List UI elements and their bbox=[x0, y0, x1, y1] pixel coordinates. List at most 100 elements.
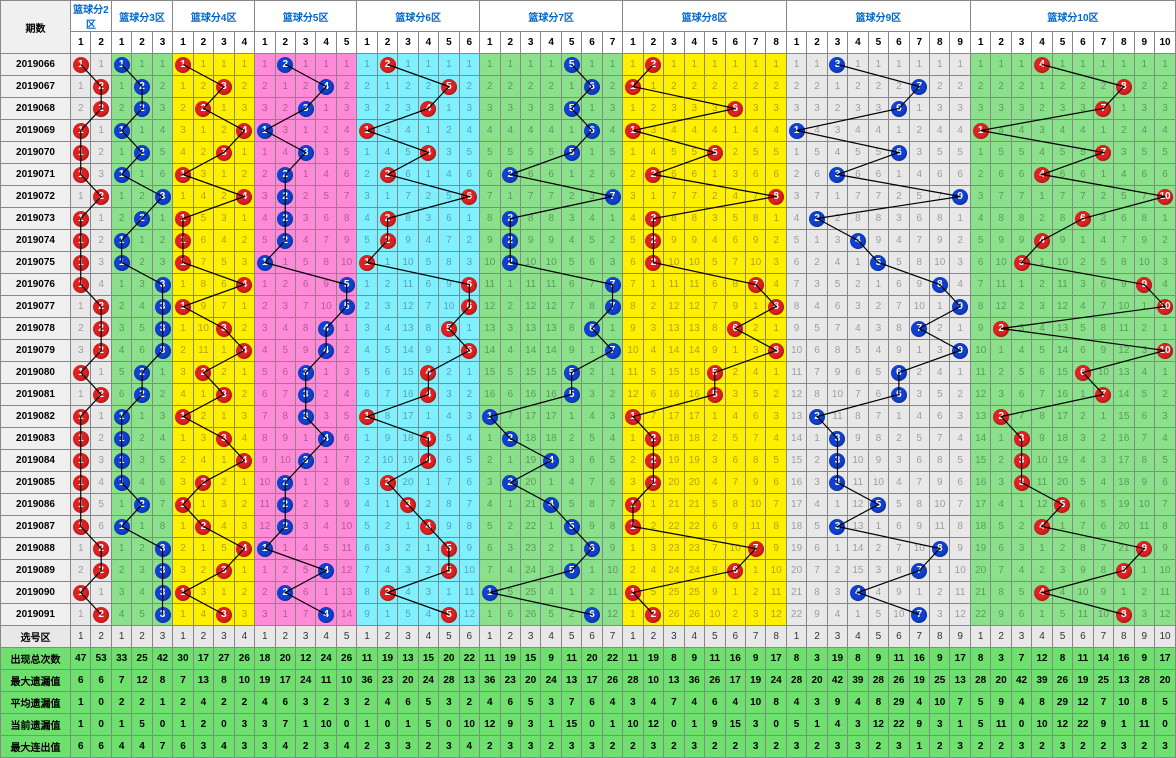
selection-cell[interactable]: 5 bbox=[1052, 626, 1072, 648]
miss-value: 3 bbox=[876, 565, 882, 576]
selection-cell[interactable]: 4 bbox=[234, 626, 254, 648]
selection-cell[interactable]: 1 bbox=[255, 626, 275, 648]
grid-cell: 1 bbox=[582, 340, 602, 362]
grid-cell: 1 bbox=[930, 296, 950, 318]
grid-cell: 4 bbox=[1134, 120, 1154, 142]
stat-cell: 0 bbox=[766, 714, 786, 736]
miss-value: 8 bbox=[1080, 543, 1086, 554]
selection-cell[interactable]: 4 bbox=[316, 626, 336, 648]
miss-value: 2 bbox=[1019, 301, 1025, 312]
selection-cell[interactable]: 9 bbox=[950, 626, 970, 648]
selection-cell[interactable]: 2 bbox=[132, 626, 152, 648]
col-number-header: 2 bbox=[91, 32, 111, 54]
selection-cell[interactable]: 9 bbox=[1134, 626, 1154, 648]
selection-cell[interactable]: 7 bbox=[1093, 626, 1113, 648]
miss-value: 3 bbox=[1019, 103, 1025, 114]
selection-cell[interactable]: 6 bbox=[459, 626, 479, 648]
selection-cell[interactable]: 3 bbox=[295, 626, 315, 648]
selection-cell[interactable]: 2 bbox=[275, 626, 295, 648]
grid-cell: 3 bbox=[234, 604, 254, 626]
selection-cell[interactable]: 3 bbox=[398, 626, 418, 648]
selection-cell[interactable]: 4 bbox=[541, 626, 561, 648]
selection-cell[interactable]: 6 bbox=[889, 626, 909, 648]
selection-cell[interactable]: 2 bbox=[500, 626, 520, 648]
hit-ball: 2 bbox=[809, 211, 825, 227]
stat-cell: 3 bbox=[827, 736, 847, 758]
selection-cell[interactable]: 6 bbox=[725, 626, 745, 648]
selection-cell[interactable]: 1 bbox=[71, 626, 91, 648]
grid-cell: 4 bbox=[684, 120, 704, 142]
grid-cell: 15 bbox=[664, 362, 684, 384]
grid-cell: 8 bbox=[275, 406, 295, 428]
miss-value: 8 bbox=[896, 323, 902, 334]
miss-value: 2 bbox=[917, 367, 923, 378]
selection-cell[interactable]: 1 bbox=[173, 626, 193, 648]
selection-cell[interactable]: 1 bbox=[970, 626, 990, 648]
selection-cell[interactable]: 1 bbox=[786, 626, 806, 648]
grid-cell: 3 bbox=[1073, 428, 1093, 450]
grid-cell: 9 bbox=[705, 340, 725, 362]
selection-cell[interactable]: 7 bbox=[909, 626, 929, 648]
selection-cell[interactable]: 5 bbox=[561, 626, 581, 648]
selection-cell[interactable]: 3 bbox=[827, 626, 847, 648]
selection-cell[interactable]: 3 bbox=[520, 626, 540, 648]
grid-cell: 1 bbox=[602, 208, 622, 230]
selection-cell[interactable]: 4 bbox=[684, 626, 704, 648]
miss-value: 4 bbox=[201, 455, 207, 466]
selection-cell[interactable]: 3 bbox=[214, 626, 234, 648]
selection-cell[interactable]: 1 bbox=[480, 626, 500, 648]
miss-value: 8 bbox=[446, 499, 452, 510]
selection-cell[interactable]: 1 bbox=[357, 626, 377, 648]
selection-cell[interactable]: 5 bbox=[868, 626, 888, 648]
miss-value: 5 bbox=[405, 609, 411, 620]
selection-cell[interactable]: 4 bbox=[1032, 626, 1052, 648]
grid-cell: 10 bbox=[336, 252, 356, 274]
miss-value: 2 bbox=[160, 389, 166, 400]
selection-cell[interactable]: 8 bbox=[930, 626, 950, 648]
selection-cell[interactable]: 6 bbox=[1073, 626, 1093, 648]
grid-cell: 3 bbox=[439, 142, 459, 164]
grid-cell: 7 bbox=[807, 362, 827, 384]
selection-cell[interactable]: 5 bbox=[705, 626, 725, 648]
stat-cell: 28 bbox=[623, 670, 643, 692]
selection-cell[interactable]: 5 bbox=[336, 626, 356, 648]
grid-cell: 2 bbox=[1155, 384, 1176, 406]
selection-cell[interactable]: 3 bbox=[152, 626, 172, 648]
miss-value: 1 bbox=[835, 191, 841, 202]
grid-cell: 4 bbox=[152, 428, 172, 450]
grid-cell: 2 bbox=[234, 164, 254, 186]
miss-value: 4 bbox=[201, 191, 207, 202]
selection-cell[interactable]: 4 bbox=[418, 626, 438, 648]
miss-value: 1 bbox=[773, 213, 779, 224]
miss-value: 8 bbox=[1101, 565, 1107, 576]
selection-cell[interactable]: 2 bbox=[377, 626, 397, 648]
miss-value: 4 bbox=[323, 521, 329, 532]
selection-cell[interactable]: 8 bbox=[766, 626, 786, 648]
selection-cell[interactable]: 2 bbox=[807, 626, 827, 648]
selection-cell[interactable]: 4 bbox=[848, 626, 868, 648]
selection-cell[interactable]: 10 bbox=[1155, 626, 1176, 648]
selection-cell[interactable]: 3 bbox=[1011, 626, 1031, 648]
selection-cell[interactable]: 2 bbox=[991, 626, 1011, 648]
grid-cell: 6 bbox=[766, 164, 786, 186]
miss-value: 2 bbox=[180, 543, 186, 554]
selection-cell[interactable]: 7 bbox=[602, 626, 622, 648]
grid-cell: 4 bbox=[705, 120, 725, 142]
selection-cell[interactable]: 5 bbox=[439, 626, 459, 648]
selection-cell[interactable]: 8 bbox=[1114, 626, 1134, 648]
selection-cell[interactable]: 1 bbox=[623, 626, 643, 648]
grid-cell: 25 bbox=[664, 582, 684, 604]
miss-value: 1 bbox=[385, 609, 391, 620]
grid-cell: 9 bbox=[1134, 230, 1154, 252]
selection-cell[interactable]: 2 bbox=[643, 626, 663, 648]
selection-cell[interactable]: 1 bbox=[111, 626, 131, 648]
period-cell: 2019091 bbox=[1, 604, 71, 626]
selection-cell[interactable]: 3 bbox=[664, 626, 684, 648]
selection-cell[interactable]: 7 bbox=[745, 626, 765, 648]
selection-cell[interactable]: 2 bbox=[193, 626, 213, 648]
selection-cell[interactable]: 2 bbox=[91, 626, 111, 648]
miss-value: 1 bbox=[262, 59, 268, 70]
selection-cell[interactable]: 6 bbox=[582, 626, 602, 648]
grid-cell: 1 bbox=[71, 494, 91, 516]
grid-cell: 3 bbox=[91, 164, 111, 186]
